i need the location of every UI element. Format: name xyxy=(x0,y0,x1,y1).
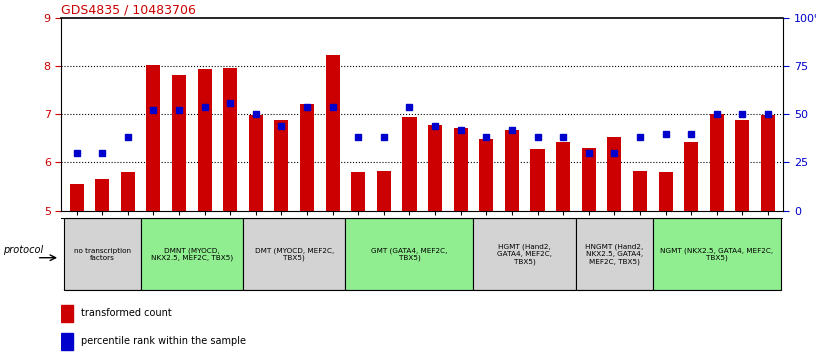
Bar xyxy=(607,138,622,211)
Bar xyxy=(479,139,494,211)
Text: percentile rank within the sample: percentile rank within the sample xyxy=(82,336,246,346)
Bar xyxy=(684,142,698,211)
Bar xyxy=(351,172,366,211)
Bar xyxy=(326,55,339,211)
Bar xyxy=(274,120,289,211)
Bar xyxy=(197,69,211,211)
Bar xyxy=(530,149,544,211)
Text: DMT (MYOCD, MEF2C,
TBX5): DMT (MYOCD, MEF2C, TBX5) xyxy=(255,247,334,261)
Bar xyxy=(140,218,243,290)
Bar xyxy=(710,114,724,211)
Bar xyxy=(69,184,83,211)
Text: no transcription
factors: no transcription factors xyxy=(73,248,131,261)
Bar xyxy=(659,172,672,211)
Bar xyxy=(345,218,473,290)
Bar xyxy=(735,120,749,211)
Text: GMT (GATA4, MEF2C,
TBX5): GMT (GATA4, MEF2C, TBX5) xyxy=(371,247,448,261)
Bar xyxy=(249,115,263,211)
Bar xyxy=(454,128,468,211)
Bar xyxy=(377,171,391,211)
Bar xyxy=(146,65,161,211)
Bar xyxy=(653,218,781,290)
Bar xyxy=(172,75,186,211)
Text: transformed count: transformed count xyxy=(82,308,172,318)
Bar xyxy=(633,171,647,211)
Bar xyxy=(576,218,653,290)
Bar xyxy=(582,148,596,211)
Text: HNGMT (Hand2,
NKX2.5, GATA4,
MEF2C, TBX5): HNGMT (Hand2, NKX2.5, GATA4, MEF2C, TBX5… xyxy=(585,244,644,265)
Text: HGMT (Hand2,
GATA4, MEF2C,
TBX5): HGMT (Hand2, GATA4, MEF2C, TBX5) xyxy=(497,244,552,265)
Bar xyxy=(505,130,519,211)
Bar xyxy=(121,172,135,211)
Bar xyxy=(243,218,345,290)
Text: protocol: protocol xyxy=(3,245,43,256)
Bar xyxy=(64,218,140,290)
Bar xyxy=(95,179,109,211)
Bar xyxy=(61,333,73,350)
Bar xyxy=(761,115,775,211)
Bar xyxy=(428,125,442,211)
Text: DMNT (MYOCD,
NKX2.5, MEF2C, TBX5): DMNT (MYOCD, NKX2.5, MEF2C, TBX5) xyxy=(151,247,233,261)
Bar xyxy=(61,305,73,322)
Bar xyxy=(556,142,570,211)
Text: GDS4835 / 10483706: GDS4835 / 10483706 xyxy=(61,4,196,17)
Bar xyxy=(473,218,576,290)
Bar xyxy=(300,104,314,211)
Bar xyxy=(223,68,237,211)
Bar xyxy=(402,117,416,211)
Text: NGMT (NKX2.5, GATA4, MEF2C,
TBX5): NGMT (NKX2.5, GATA4, MEF2C, TBX5) xyxy=(660,247,774,261)
